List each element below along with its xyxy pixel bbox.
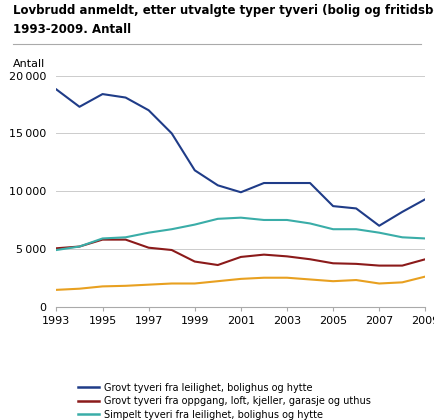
Grovt tyveri fra leilighet, bolighus og hytte xyxy=(307,181,312,186)
Grovt tyveri fra oppgang, loft, kjeller, garasje og uthus xyxy=(354,261,359,266)
Grovt tyveri fra leilighet, bolighus og hytte xyxy=(123,95,128,100)
Grovt tyveri fra oppgang, loft, kjeller, garasje og uthus xyxy=(100,237,105,242)
Grovt tyveri fra leilighet, bolighus og hytte xyxy=(54,87,59,92)
Grovt tyveri fra oppgang, loft, kjeller, garasje og uthus xyxy=(77,244,82,249)
Line: Grovt tyveri fra leilighet, bolighus og hytte: Grovt tyveri fra leilighet, bolighus og … xyxy=(56,89,425,226)
Legend: Grovt tyveri fra leilighet, bolighus og hytte, Grovt tyveri fra oppgang, loft, k: Grovt tyveri fra leilighet, bolighus og … xyxy=(76,381,384,420)
Simpelt tyveri fra leilighet, bolighus og hytte xyxy=(377,230,382,235)
Simpelt tyveri fra leilighet, bolighus og hytte xyxy=(146,230,151,235)
Grovt tyveri fra leilighet, bolighus og hytte xyxy=(354,206,359,211)
Simpelt tyveri fra leilighet, bolighus og hytte xyxy=(238,215,243,220)
Simpelt tyveri fra oppgang, loft, kjeller, garasje og uthus xyxy=(377,281,382,286)
Text: Lovbrudd anmeldt, etter utvalgte typer tyveri (bolig og fritidsbolig).: Lovbrudd anmeldt, etter utvalgte typer t… xyxy=(13,4,434,17)
Simpelt tyveri fra leilighet, bolighus og hytte xyxy=(100,236,105,241)
Grovt tyveri fra leilighet, bolighus og hytte xyxy=(331,204,336,209)
Simpelt tyveri fra oppgang, loft, kjeller, garasje og uthus xyxy=(331,279,336,284)
Simpelt tyveri fra leilighet, bolighus og hytte xyxy=(215,216,220,221)
Grovt tyveri fra oppgang, loft, kjeller, garasje og uthus xyxy=(377,263,382,268)
Line: Simpelt tyveri fra oppgang, loft, kjeller, garasje og uthus: Simpelt tyveri fra oppgang, loft, kjelle… xyxy=(56,276,425,290)
Grovt tyveri fra leilighet, bolighus og hytte xyxy=(238,190,243,195)
Simpelt tyveri fra leilighet, bolighus og hytte xyxy=(169,227,174,232)
Simpelt tyveri fra oppgang, loft, kjeller, garasje og uthus xyxy=(54,287,59,292)
Simpelt tyveri fra leilighet, bolighus og hytte xyxy=(400,235,405,240)
Simpelt tyveri fra leilighet, bolighus og hytte xyxy=(307,221,312,226)
Grovt tyveri fra oppgang, loft, kjeller, garasje og uthus xyxy=(238,255,243,260)
Text: Antall: Antall xyxy=(13,59,45,69)
Grovt tyveri fra leilighet, bolighus og hytte xyxy=(284,181,289,186)
Grovt tyveri fra oppgang, loft, kjeller, garasje og uthus xyxy=(331,261,336,266)
Text: 1993-2009. Antall: 1993-2009. Antall xyxy=(13,23,131,36)
Simpelt tyveri fra leilighet, bolighus og hytte xyxy=(261,218,266,223)
Simpelt tyveri fra oppgang, loft, kjeller, garasje og uthus xyxy=(284,275,289,280)
Grovt tyveri fra oppgang, loft, kjeller, garasje og uthus xyxy=(192,259,197,264)
Grovt tyveri fra oppgang, loft, kjeller, garasje og uthus xyxy=(423,257,428,262)
Simpelt tyveri fra oppgang, loft, kjeller, garasje og uthus xyxy=(354,278,359,283)
Grovt tyveri fra oppgang, loft, kjeller, garasje og uthus xyxy=(400,263,405,268)
Grovt tyveri fra leilighet, bolighus og hytte xyxy=(77,104,82,109)
Grovt tyveri fra leilighet, bolighus og hytte xyxy=(146,108,151,113)
Grovt tyveri fra leilighet, bolighus og hytte xyxy=(100,92,105,97)
Simpelt tyveri fra oppgang, loft, kjeller, garasje og uthus xyxy=(261,275,266,280)
Grovt tyveri fra oppgang, loft, kjeller, garasje og uthus xyxy=(307,257,312,262)
Grovt tyveri fra oppgang, loft, kjeller, garasje og uthus xyxy=(54,246,59,251)
Grovt tyveri fra leilighet, bolighus og hytte xyxy=(261,181,266,186)
Simpelt tyveri fra leilighet, bolighus og hytte xyxy=(423,236,428,241)
Grovt tyveri fra leilighet, bolighus og hytte xyxy=(215,183,220,188)
Simpelt tyveri fra leilighet, bolighus og hytte xyxy=(331,227,336,232)
Grovt tyveri fra oppgang, loft, kjeller, garasje og uthus xyxy=(169,247,174,252)
Grovt tyveri fra oppgang, loft, kjeller, garasje og uthus xyxy=(123,237,128,242)
Grovt tyveri fra oppgang, loft, kjeller, garasje og uthus xyxy=(284,254,289,259)
Simpelt tyveri fra oppgang, loft, kjeller, garasje og uthus xyxy=(169,281,174,286)
Grovt tyveri fra leilighet, bolighus og hytte xyxy=(400,209,405,214)
Simpelt tyveri fra oppgang, loft, kjeller, garasje og uthus xyxy=(307,277,312,282)
Grovt tyveri fra oppgang, loft, kjeller, garasje og uthus xyxy=(146,245,151,250)
Simpelt tyveri fra leilighet, bolighus og hytte xyxy=(192,222,197,227)
Simpelt tyveri fra oppgang, loft, kjeller, garasje og uthus xyxy=(400,280,405,285)
Grovt tyveri fra leilighet, bolighus og hytte xyxy=(169,131,174,136)
Grovt tyveri fra leilighet, bolighus og hytte xyxy=(423,197,428,202)
Line: Simpelt tyveri fra leilighet, bolighus og hytte: Simpelt tyveri fra leilighet, bolighus o… xyxy=(56,218,425,250)
Simpelt tyveri fra oppgang, loft, kjeller, garasje og uthus xyxy=(123,283,128,288)
Simpelt tyveri fra leilighet, bolighus og hytte xyxy=(54,247,59,252)
Simpelt tyveri fra oppgang, loft, kjeller, garasje og uthus xyxy=(238,276,243,281)
Simpelt tyveri fra oppgang, loft, kjeller, garasje og uthus xyxy=(77,286,82,291)
Grovt tyveri fra oppgang, loft, kjeller, garasje og uthus xyxy=(215,262,220,268)
Simpelt tyveri fra oppgang, loft, kjeller, garasje og uthus xyxy=(146,282,151,287)
Grovt tyveri fra leilighet, bolighus og hytte xyxy=(377,223,382,228)
Line: Grovt tyveri fra oppgang, loft, kjeller, garasje og uthus: Grovt tyveri fra oppgang, loft, kjeller,… xyxy=(56,239,425,265)
Grovt tyveri fra leilighet, bolighus og hytte xyxy=(192,168,197,173)
Simpelt tyveri fra oppgang, loft, kjeller, garasje og uthus xyxy=(423,274,428,279)
Simpelt tyveri fra leilighet, bolighus og hytte xyxy=(123,235,128,240)
Simpelt tyveri fra oppgang, loft, kjeller, garasje og uthus xyxy=(192,281,197,286)
Simpelt tyveri fra leilighet, bolighus og hytte xyxy=(284,218,289,223)
Grovt tyveri fra oppgang, loft, kjeller, garasje og uthus xyxy=(261,252,266,257)
Simpelt tyveri fra oppgang, loft, kjeller, garasje og uthus xyxy=(215,279,220,284)
Simpelt tyveri fra oppgang, loft, kjeller, garasje og uthus xyxy=(100,284,105,289)
Simpelt tyveri fra leilighet, bolighus og hytte xyxy=(354,227,359,232)
Simpelt tyveri fra leilighet, bolighus og hytte xyxy=(77,244,82,249)
